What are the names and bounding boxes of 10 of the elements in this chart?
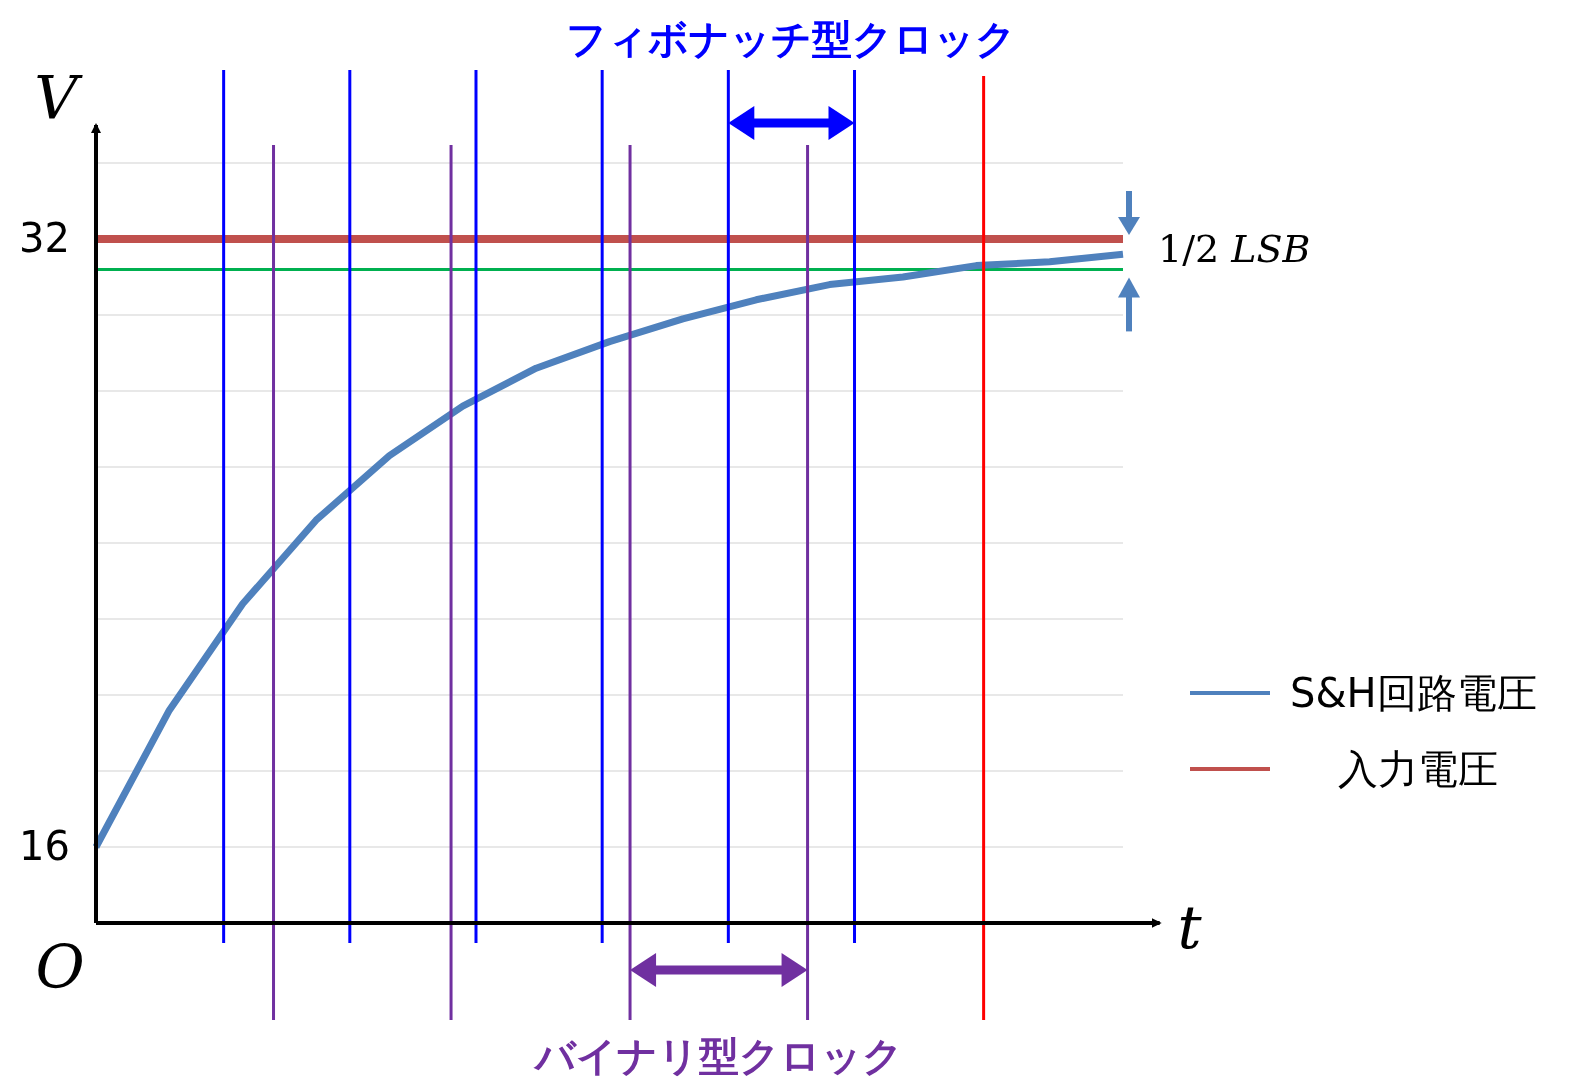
legend-label: S&H回路電圧 <box>1290 670 1537 716</box>
y-tick-label: 32 <box>19 215 70 262</box>
legend-label: 入力電圧 <box>1338 746 1498 792</box>
text: バイナリ型クロック <box>532 1033 903 1079</box>
text: O <box>35 932 85 1002</box>
y-axis-title: V <box>34 63 84 133</box>
text: 1/2 LSB <box>1158 227 1311 271</box>
y-tick-label: 16 <box>19 823 70 870</box>
x-axis-title: t <box>1177 892 1203 962</box>
text: フィボナッチ型クロック <box>566 16 1017 62</box>
